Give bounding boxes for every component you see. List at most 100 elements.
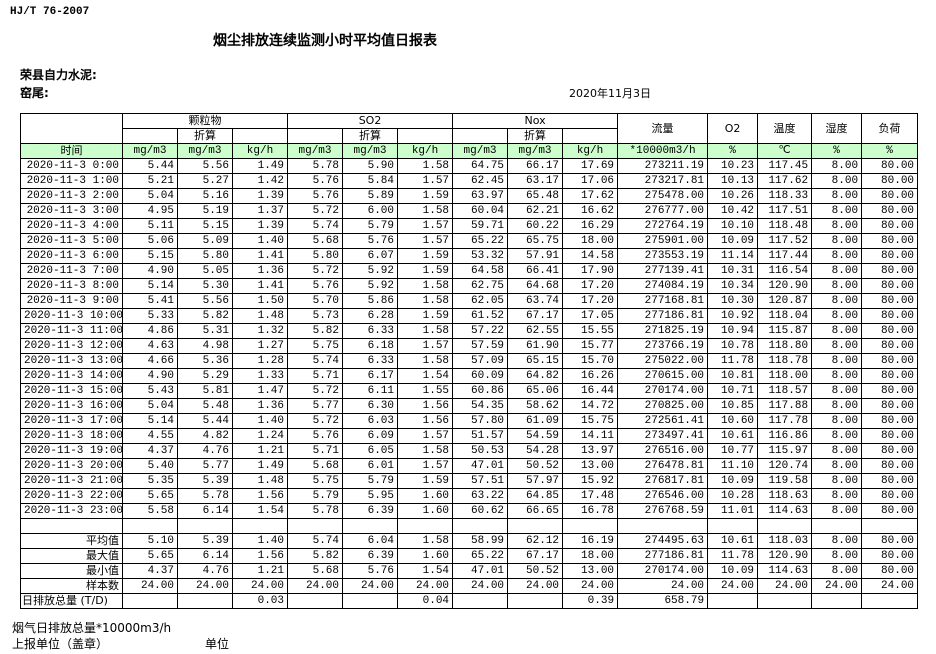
- table-cell: 117.51: [757, 203, 813, 219]
- table-cell: 15.55: [562, 323, 619, 339]
- table-cell: 5.72: [287, 413, 344, 429]
- table-cell: 5.95: [342, 488, 399, 504]
- table-cell: 115.97: [757, 443, 813, 459]
- table-cell: 1.36: [231, 263, 289, 279]
- table-row: 时间 mg/m3 mg/m3 kg/h mg/m3 mg/m3 kg/h mg/m3 mg/m3…: [20, 143, 919, 159]
- table-cell: 53.32: [452, 248, 509, 264]
- table-cell: 5.73: [287, 308, 344, 324]
- table-cell: 17.06: [562, 173, 619, 189]
- table-cell: 65.15: [507, 353, 564, 369]
- table-cell: 16.29: [562, 218, 619, 234]
- table-cell: 4.90: [122, 263, 178, 279]
- table-cell: 15.92: [562, 473, 619, 489]
- table-cell: 1.42: [231, 173, 289, 189]
- table-row: 2020-11-3 12:00 4.63 4.98 1.27 5.75 6.18 1.57 5…: [20, 338, 919, 354]
- table-cell: 5.68: [287, 233, 344, 249]
- table-cell: 8.00: [811, 308, 863, 324]
- table-cell: 10.42: [707, 203, 759, 219]
- table-cell: 118.57: [757, 383, 813, 399]
- table-cell: 276516.00: [617, 443, 709, 459]
- empty-cell: [231, 518, 289, 534]
- table-cell: 日排放总量 (T/D): [20, 593, 123, 609]
- table-cell: 5.31: [177, 323, 233, 339]
- table-cell: 80.00: [861, 368, 919, 384]
- table-cell: 118.03: [757, 533, 813, 549]
- table-row: 2020-11-3 15:00 5.43 5.81 1.47 5.72 6.11 1.55 6…: [20, 383, 919, 399]
- table-cell: 5.39: [177, 473, 233, 489]
- table-cell: 6.01: [342, 458, 399, 474]
- table-cell: 8.00: [811, 533, 863, 549]
- table-row: 2020-11-3 4:00 5.11 5.15 1.39 5.74 5.79 1.57 59…: [20, 218, 919, 234]
- table-cell: 61.90: [507, 338, 564, 354]
- table-cell: 62.05: [452, 293, 509, 309]
- table-cell: 50.53: [452, 443, 509, 459]
- table-cell: 6.39: [342, 548, 399, 564]
- table-cell: 5.68: [287, 458, 344, 474]
- table-cell: 10.09: [707, 233, 759, 249]
- table-cell: 8.00: [811, 473, 863, 489]
- table-row: [20, 518, 919, 534]
- empty-cell: [507, 593, 564, 609]
- table-cell: 1.58: [397, 203, 454, 219]
- table-cell: 80.00: [861, 503, 919, 519]
- table-cell: 1.60: [397, 503, 454, 519]
- table-cell: 2020-11-3 19:00: [20, 443, 123, 459]
- table-cell: 5.76: [287, 278, 344, 294]
- table-cell: 64.85: [507, 488, 564, 504]
- table-cell: 1.49: [231, 158, 289, 174]
- table-cell: 10.60: [707, 413, 759, 429]
- table-cell: 57.22: [452, 323, 509, 339]
- table-cell: 8.00: [811, 353, 863, 369]
- table-cell: 8.00: [811, 323, 863, 339]
- empty-cell: [287, 593, 344, 609]
- table-cell: 5.76: [287, 188, 344, 204]
- table-cell: 24.00: [707, 578, 759, 594]
- table-cell: 118.78: [757, 353, 813, 369]
- table-cell: 62.45: [452, 173, 509, 189]
- table-cell: 274495.63: [617, 533, 709, 549]
- table-cell: 50.52: [507, 563, 564, 579]
- table-cell: 1.33: [231, 368, 289, 384]
- table-cell: 2020-11-3 14:00: [20, 368, 123, 384]
- table-cell: 80.00: [861, 428, 919, 444]
- table-cell: 18.00: [562, 548, 619, 564]
- table-cell: 5.21: [122, 173, 178, 189]
- table-cell: 24.00: [177, 578, 233, 594]
- table-cell: 8.00: [811, 188, 863, 204]
- table-cell: 14.72: [562, 398, 619, 414]
- table-cell: 64.82: [507, 368, 564, 384]
- table-cell: 5.80: [287, 248, 344, 264]
- unit-name: 窑尾:: [20, 86, 49, 100]
- table-cell: 58.99: [452, 533, 509, 549]
- table-cell: 57.59: [452, 338, 509, 354]
- table-cell: 5.33: [122, 308, 178, 324]
- empty-cell: [20, 518, 123, 534]
- table-cell: 1.21: [231, 443, 289, 459]
- table-row: 2020-11-3 8:00 5.14 5.30 1.41 5.76 5.92 1.58 62…: [20, 278, 919, 294]
- table-cell: 14.58: [562, 248, 619, 264]
- table-cell: 272561.41: [617, 413, 709, 429]
- table-cell: 1.48: [231, 473, 289, 489]
- table-cell: 5.79: [287, 488, 344, 504]
- table-cell: 16.62: [562, 203, 619, 219]
- table-row: 2020-11-3 21:00 5.35 5.39 1.48 5.75 5.79 1.59 5…: [20, 473, 919, 489]
- table-cell: 11.01: [707, 503, 759, 519]
- table-cell: 1.57: [397, 458, 454, 474]
- table-cell: 6.17: [342, 368, 399, 384]
- table-cell: 1.54: [397, 563, 454, 579]
- table-cell: 80.00: [861, 473, 919, 489]
- table-cell: 4.37: [122, 563, 178, 579]
- table-cell: 6.07: [342, 248, 399, 264]
- table-cell: 8.00: [811, 503, 863, 519]
- table-cell: 湿度: [811, 113, 863, 144]
- table-cell: 1.37: [231, 203, 289, 219]
- table-cell: 5.74: [287, 353, 344, 369]
- table-cell: 51.57: [452, 428, 509, 444]
- table-cell: 6.33: [342, 353, 399, 369]
- table-cell: 2020-11-3 21:00: [20, 473, 123, 489]
- table-cell: 60.09: [452, 368, 509, 384]
- table-cell: 平均值: [20, 533, 123, 549]
- table-cell: 270174.00: [617, 563, 709, 579]
- table-cell: 11.10: [707, 458, 759, 474]
- table-cell: 8.00: [811, 488, 863, 504]
